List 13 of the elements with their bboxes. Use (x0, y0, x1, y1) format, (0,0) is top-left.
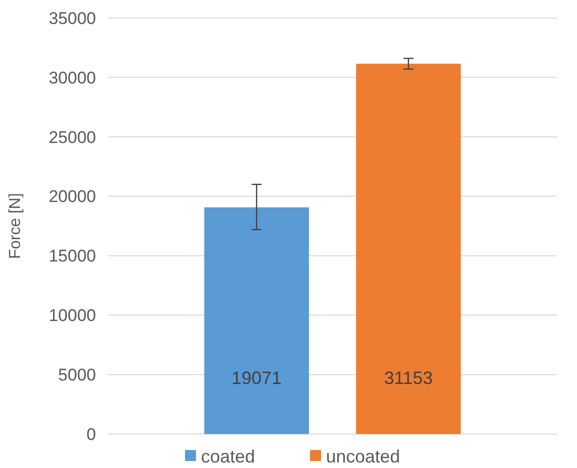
data-label: 19071 (232, 368, 282, 388)
y-tick-label: 10000 (48, 306, 96, 326)
y-tick-label: 25000 (48, 128, 96, 147)
y-tick-label: 0 (86, 424, 96, 444)
y-tick-label: 5000 (58, 366, 96, 385)
y-axis-title: Force [N] (7, 193, 24, 259)
y-tick-label: 30000 (48, 68, 96, 88)
y-tick-label: 35000 (48, 8, 96, 28)
y-tick-label: 20000 (48, 187, 96, 206)
y-tick-label: 15000 (48, 246, 96, 266)
data-label: 31153 (384, 368, 433, 388)
legend-label: uncoated (326, 446, 400, 466)
legend-label: coated (201, 446, 256, 466)
